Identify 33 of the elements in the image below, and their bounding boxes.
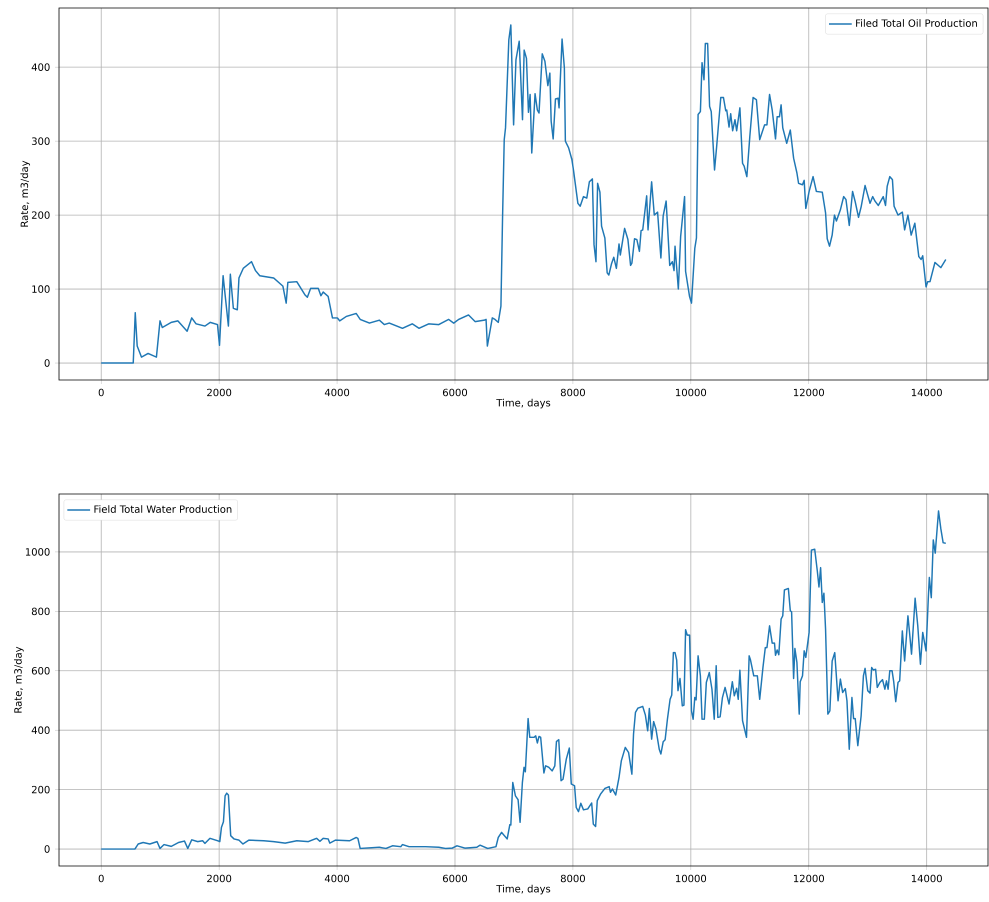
x-tick-label: 4000 (324, 874, 350, 882)
y-axis-title: Rate, m3/day (20, 160, 30, 227)
y-tick-label: 800 (32, 608, 50, 616)
x-tick-label: 4000 (324, 388, 350, 396)
x-tick-label: 0 (98, 388, 104, 396)
x-tick-label: 10000 (676, 874, 706, 882)
x-tick-label: 12000 (794, 388, 824, 396)
y-axis-title: Rate, m3/day (14, 646, 24, 713)
x-tick-label: 2000 (207, 874, 232, 882)
x-tick-label: 14000 (912, 388, 942, 396)
x-tick-label: 14000 (912, 874, 942, 882)
x-tick-label: 6000 (442, 874, 468, 882)
x-tick-label: 10000 (676, 388, 706, 396)
y-tick-label: 100 (32, 285, 50, 293)
y-tick-label: 600 (32, 666, 50, 675)
x-axis-title: Time, days (496, 398, 550, 408)
legend-label: Field Total Water Production (94, 505, 232, 513)
y-tick-label: 200 (32, 786, 50, 794)
y-tick-label: 0 (44, 845, 50, 853)
y-tick-label: 300 (32, 137, 50, 145)
x-tick-label: 12000 (794, 874, 824, 882)
x-tick-label: 2000 (207, 388, 232, 396)
y-tick-label: 400 (32, 63, 50, 71)
y-tick-label: 400 (32, 726, 50, 734)
x-tick-label: 8000 (560, 388, 585, 396)
y-tick-label: 0 (44, 359, 50, 367)
y-tick-label: 1000 (26, 548, 50, 556)
x-tick-label: 6000 (442, 388, 468, 396)
x-tick-label: 8000 (560, 874, 585, 882)
y-tick-label: 200 (32, 211, 50, 219)
x-tick-label: 0 (98, 874, 104, 882)
legend-label: Filed Total Oil Production (856, 19, 977, 27)
x-axis-title: Time, days (496, 884, 550, 894)
